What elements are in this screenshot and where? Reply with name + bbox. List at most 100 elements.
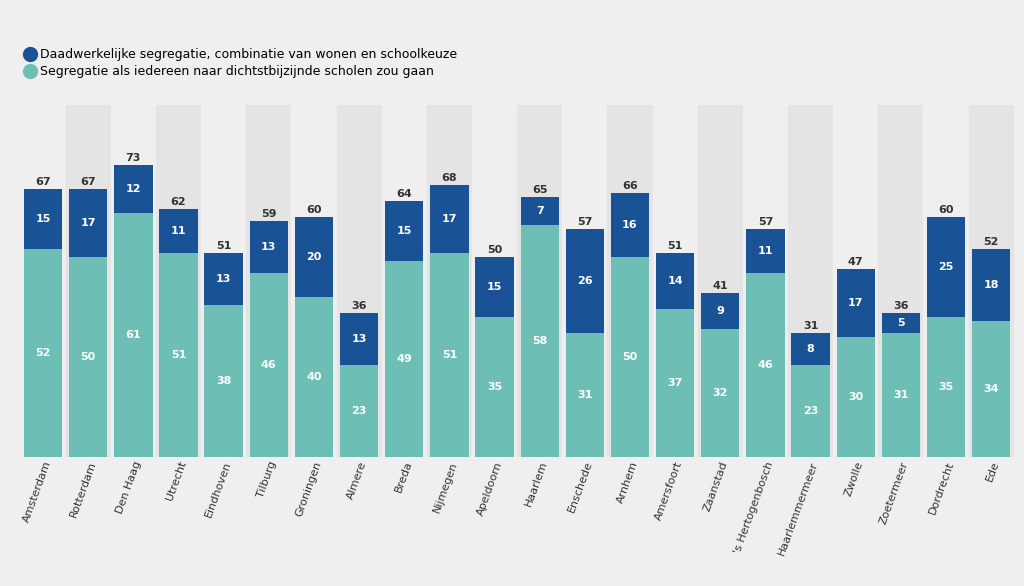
Text: 50: 50	[81, 352, 96, 362]
Text: 17: 17	[81, 219, 96, 229]
Bar	[969, 105, 1014, 457]
Text: 60: 60	[938, 205, 953, 216]
Bar	[834, 105, 879, 457]
Bar	[160, 253, 198, 457]
Bar	[24, 189, 62, 249]
Bar	[879, 105, 924, 457]
Bar	[520, 226, 559, 457]
Bar	[340, 365, 378, 457]
Text: 14: 14	[668, 276, 683, 287]
Text: 25: 25	[938, 263, 953, 272]
Text: 17: 17	[441, 214, 457, 224]
Text: 50: 50	[487, 246, 502, 255]
Bar	[427, 105, 472, 457]
Text: 46: 46	[261, 360, 276, 370]
Bar	[201, 105, 246, 457]
Bar	[250, 222, 288, 273]
Bar	[156, 105, 201, 457]
Text: 17: 17	[848, 298, 863, 308]
Bar	[69, 189, 108, 257]
Bar	[972, 249, 1011, 321]
Text: 15: 15	[36, 214, 51, 224]
Text: 41: 41	[713, 281, 728, 291]
Text: 30: 30	[848, 392, 863, 402]
Bar	[340, 314, 378, 365]
Text: 31: 31	[803, 321, 818, 331]
Text: 37: 37	[668, 378, 683, 388]
Bar	[114, 213, 153, 457]
Text: 67: 67	[81, 178, 96, 188]
Text: 36: 36	[893, 301, 908, 311]
Text: 11: 11	[171, 226, 186, 236]
Text: 26: 26	[578, 276, 593, 287]
Text: 31: 31	[893, 390, 908, 400]
Bar	[20, 105, 66, 457]
Bar	[385, 202, 424, 261]
Bar	[701, 293, 739, 329]
Bar	[656, 253, 694, 309]
Text: 35: 35	[938, 382, 953, 392]
Text: 38: 38	[216, 376, 231, 386]
Bar	[520, 197, 559, 226]
Bar	[882, 333, 921, 457]
Bar	[250, 273, 288, 457]
Bar	[742, 105, 788, 457]
Bar	[927, 217, 966, 317]
Text: 57: 57	[578, 217, 593, 227]
Text: 61: 61	[126, 331, 141, 340]
Text: 7: 7	[536, 206, 544, 216]
Text: 57: 57	[758, 217, 773, 227]
Bar	[565, 333, 604, 457]
Bar	[924, 105, 969, 457]
Text: 58: 58	[532, 336, 548, 346]
Bar	[837, 270, 874, 337]
Bar	[607, 105, 652, 457]
Bar	[24, 249, 62, 457]
Text: 51: 51	[171, 350, 186, 360]
Text: 15: 15	[486, 282, 502, 292]
Bar	[882, 314, 921, 333]
Bar	[792, 333, 829, 365]
Bar	[111, 105, 156, 457]
Bar	[430, 253, 469, 457]
Bar	[746, 273, 784, 457]
Text: 64: 64	[396, 189, 412, 199]
Text: 13: 13	[261, 243, 276, 253]
Text: 51: 51	[668, 241, 683, 251]
Bar	[610, 193, 649, 257]
Text: 67: 67	[35, 178, 51, 188]
Bar	[746, 229, 784, 273]
Bar	[66, 105, 111, 457]
Text: 51: 51	[441, 350, 457, 360]
Text: 60: 60	[306, 205, 322, 216]
Text: 13: 13	[351, 334, 367, 344]
Bar	[385, 261, 424, 457]
Text: 5: 5	[897, 318, 904, 328]
Bar	[652, 105, 697, 457]
Text: 11: 11	[758, 246, 773, 256]
Bar	[792, 365, 829, 457]
Bar	[292, 105, 337, 457]
Bar	[246, 105, 292, 457]
Bar	[382, 105, 427, 457]
Text: 12: 12	[126, 185, 141, 195]
Text: 8: 8	[807, 344, 814, 354]
Text: 23: 23	[803, 406, 818, 416]
Text: 68: 68	[441, 173, 457, 183]
Text: 47: 47	[848, 257, 863, 267]
Bar	[295, 297, 333, 457]
Bar	[472, 105, 517, 457]
Bar	[205, 253, 243, 305]
Text: 73: 73	[126, 154, 141, 163]
Text: 20: 20	[306, 253, 322, 263]
Bar	[837, 337, 874, 457]
Text: 62: 62	[171, 197, 186, 207]
Text: 9: 9	[717, 306, 724, 316]
Text: 16: 16	[623, 220, 638, 230]
Bar	[475, 257, 514, 317]
Bar	[475, 317, 514, 457]
Bar	[295, 217, 333, 297]
Legend: Daadwerkelijke segregatie, combinatie van wonen en schoolkeuze, Segregatie als i: Daadwerkelijke segregatie, combinatie va…	[27, 49, 458, 78]
Text: 59: 59	[261, 209, 276, 219]
Text: 52: 52	[983, 237, 998, 247]
